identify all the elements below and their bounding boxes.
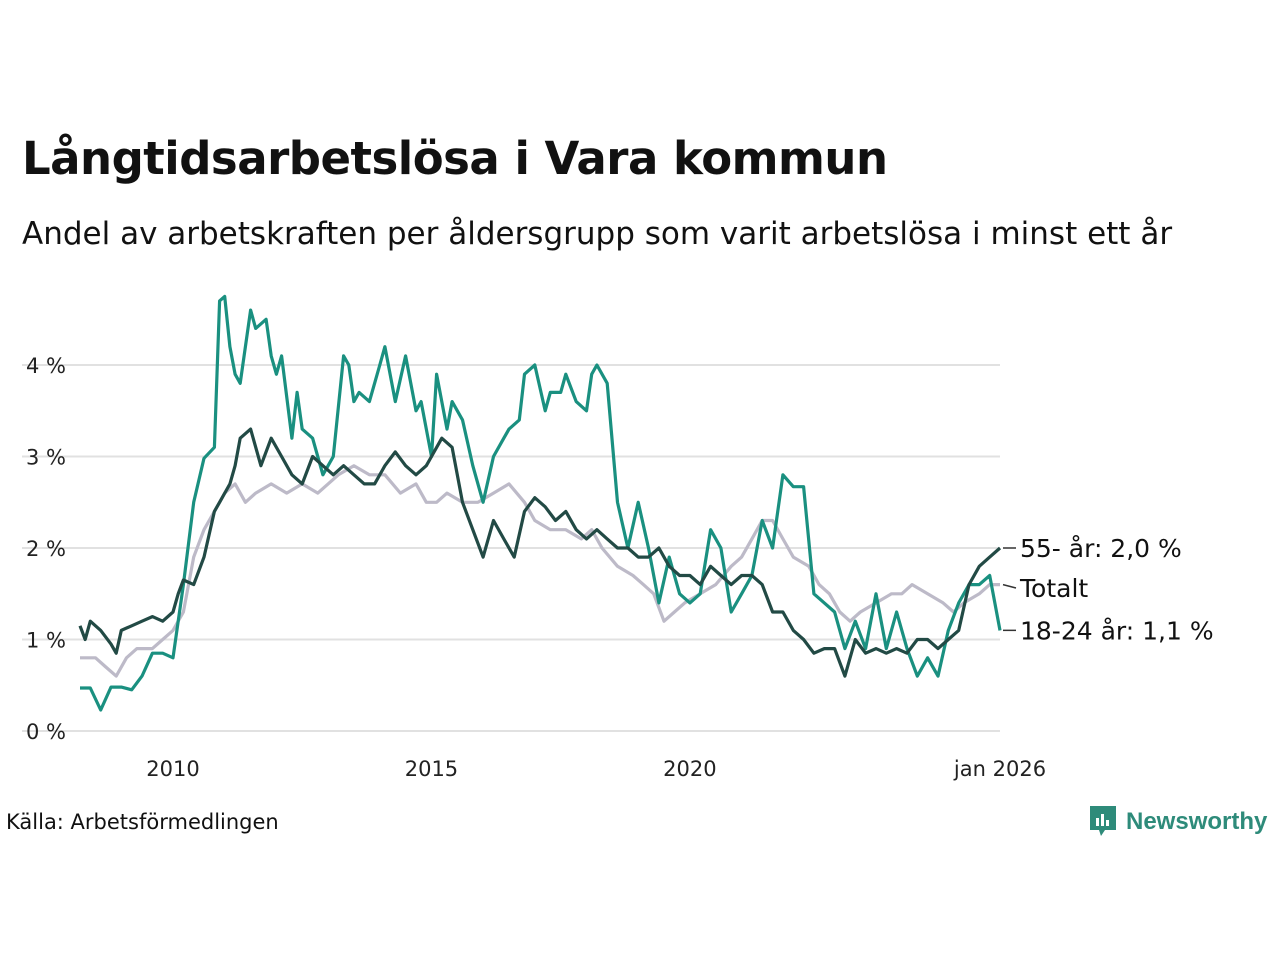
series-lines [78, 294, 1002, 712]
chart-title: Långtidsarbetslösa i Vara kommun [22, 132, 888, 185]
chart-subtitle: Andel av arbetskraften per åldersgrupp s… [22, 216, 1173, 252]
newsworthy-logo-icon [1090, 806, 1116, 836]
leader-line-0 [1002, 583, 1017, 589]
brand-name: Newsworthy [1126, 808, 1268, 835]
y-tick-label: 3 % [26, 446, 66, 470]
y-tick-label: 0 % [26, 720, 66, 744]
series-line-2 [78, 427, 1002, 678]
x-tick-label: 2020 [663, 757, 716, 781]
x-tick-label: jan 2026 [953, 757, 1046, 781]
series-end-labels: 55- år: 2,0 % Totalt 18-24 år: 1,1 % [1002, 534, 1214, 645]
series-line-1 [80, 294, 1002, 712]
y-axis-ticks: 0 % 1 % 2 % 3 % 4 % [26, 354, 66, 744]
y-tick-label: 2 % [26, 537, 66, 561]
series-end-label-2: 55- år: 2,0 % [1020, 534, 1182, 563]
series-line-0 [80, 464, 1000, 678]
brand-logo[interactable]: Newsworthy [1088, 804, 1267, 840]
y-tick-label: 1 % [26, 629, 66, 653]
y-tick-label: 4 % [26, 354, 66, 378]
series-end-label-1: 18-24 år: 1,1 % [1020, 616, 1214, 645]
grid-lines [22, 364, 1000, 732]
source-note: Källa: Arbetsförmedlingen [6, 810, 279, 834]
x-axis-ticks: 2010 2015 2020 jan 2026 [146, 757, 1046, 781]
x-tick-label: 2015 [405, 757, 458, 781]
series-end-label-0: Totalt [1019, 574, 1088, 603]
x-tick-label: 2010 [146, 757, 199, 781]
